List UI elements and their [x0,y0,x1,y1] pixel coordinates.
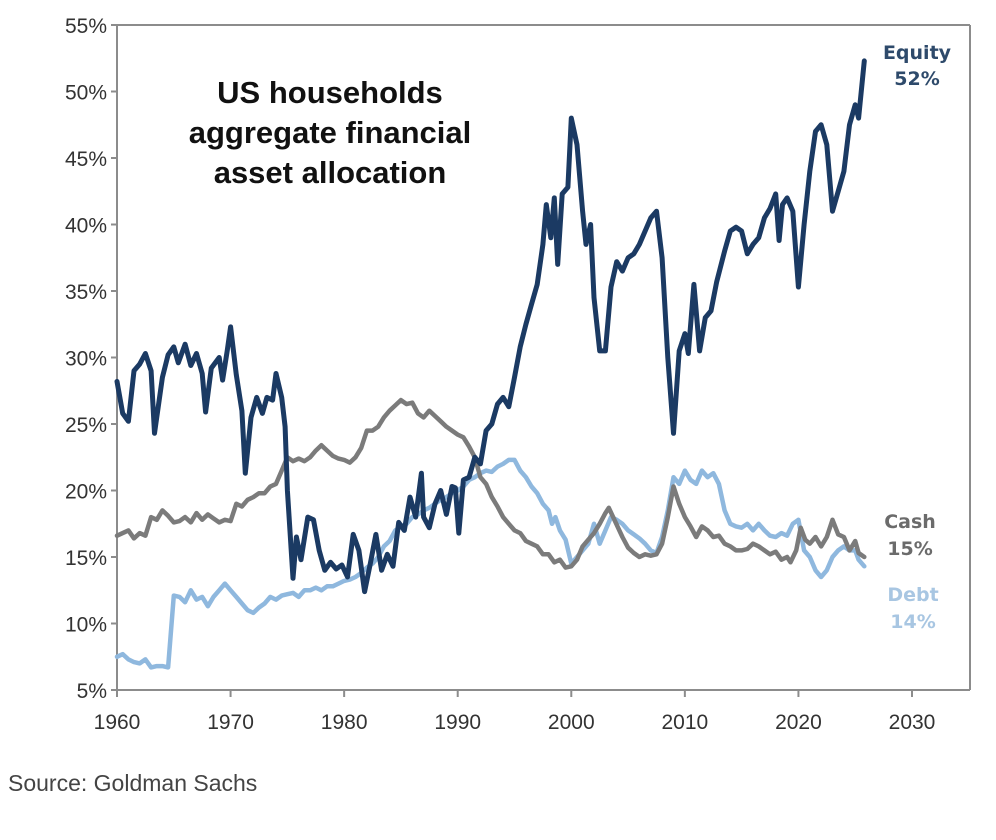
y-tick-label: 40% [65,215,107,238]
x-axis: 1960 1970 1980 1990 2000 2010 2020 2030 [94,690,936,734]
equity-label-value: 52% [894,68,939,90]
chart: 5% 10% 15% 20% 25% 30% 35% 40% 45% 50% 55% 1960 197… [65,15,971,734]
debt-label-value: 14% [890,611,935,633]
x-tick-label: 1960 [94,711,141,734]
series-line-cash [114,397,867,570]
y-tick-label: 20% [65,481,107,504]
axes [111,24,971,696]
x-tick-label: 1980 [321,711,368,734]
chart-title-line-1: US households [217,75,443,110]
cash-label-name: Cash [884,511,936,533]
y-tick-label: 35% [65,281,107,304]
series-lines [114,58,867,670]
x-tick-label: 2010 [661,711,708,734]
series-line-debt [114,457,867,670]
y-axis: 5% 10% 15% 20% 25% 30% 35% 40% 45% 50% 55% [65,15,117,703]
x-tick-label: 2030 [889,711,936,734]
y-tick-label: 50% [65,82,107,105]
chart-title-line-3: asset allocation [214,155,447,190]
series-line-equity [114,58,867,595]
y-tick-label: 10% [65,614,107,637]
x-tick-label: 2020 [775,711,822,734]
x-tick-label: 2000 [548,711,595,734]
y-tick-label: 15% [65,547,107,570]
chart-title-line-2: aggregate financial [189,115,472,150]
y-tick-label: 5% [77,680,107,703]
y-tick-label: 55% [65,15,107,38]
y-tick-label: 25% [65,414,107,437]
series-labels: Equity 52% Cash 15% Debt 14% [883,42,952,633]
debt-label-name: Debt [887,584,938,606]
chart-title: US households aggregate financial asset … [189,75,472,190]
x-tick-label: 1990 [434,711,481,734]
x-tick-label: 1970 [207,711,254,734]
y-tick-label: 30% [65,348,107,371]
y-tick-label: 45% [65,148,107,171]
equity-label-name: Equity [883,42,952,64]
source-note: Source: Goldman Sachs [8,770,258,796]
cash-label-value: 15% [887,538,932,560]
